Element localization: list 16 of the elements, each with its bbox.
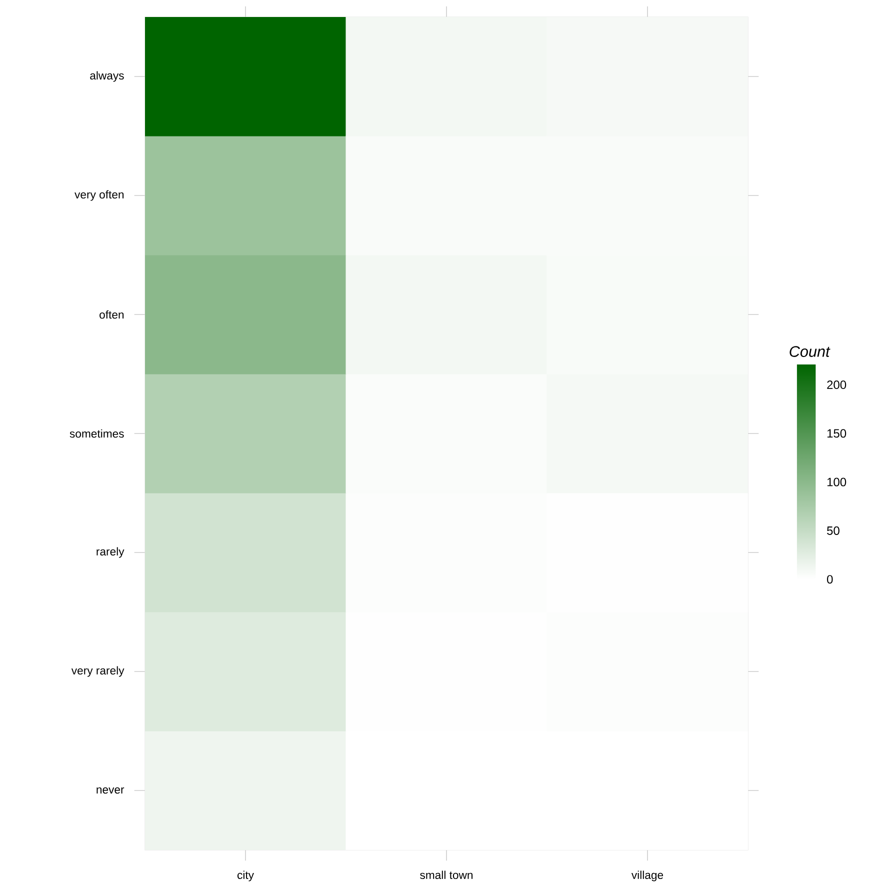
- y-tick-label: often: [100, 310, 124, 319]
- y-tick-label: sometimes: [70, 429, 124, 438]
- color-bar-label: 200: [827, 380, 846, 390]
- x-tick-label: city: [237, 870, 254, 882]
- y-tick-label: very often: [74, 190, 124, 201]
- color-bar-label: 100: [827, 478, 846, 486]
- color-bar-label: 0: [827, 575, 833, 584]
- x-tick-label: small town: [420, 870, 473, 880]
- color-bar-title: Count: [790, 346, 830, 357]
- y-tick-label: very rarely: [71, 666, 124, 677]
- color-bar-label: 150: [827, 429, 846, 438]
- x-tick-label: village: [631, 870, 664, 882]
- color-bar-label: 50: [827, 526, 840, 535]
- y-tick-label: rarely: [96, 547, 124, 558]
- y-tick-label: never: [96, 787, 124, 794]
- y-tick-label: always: [90, 71, 124, 82]
